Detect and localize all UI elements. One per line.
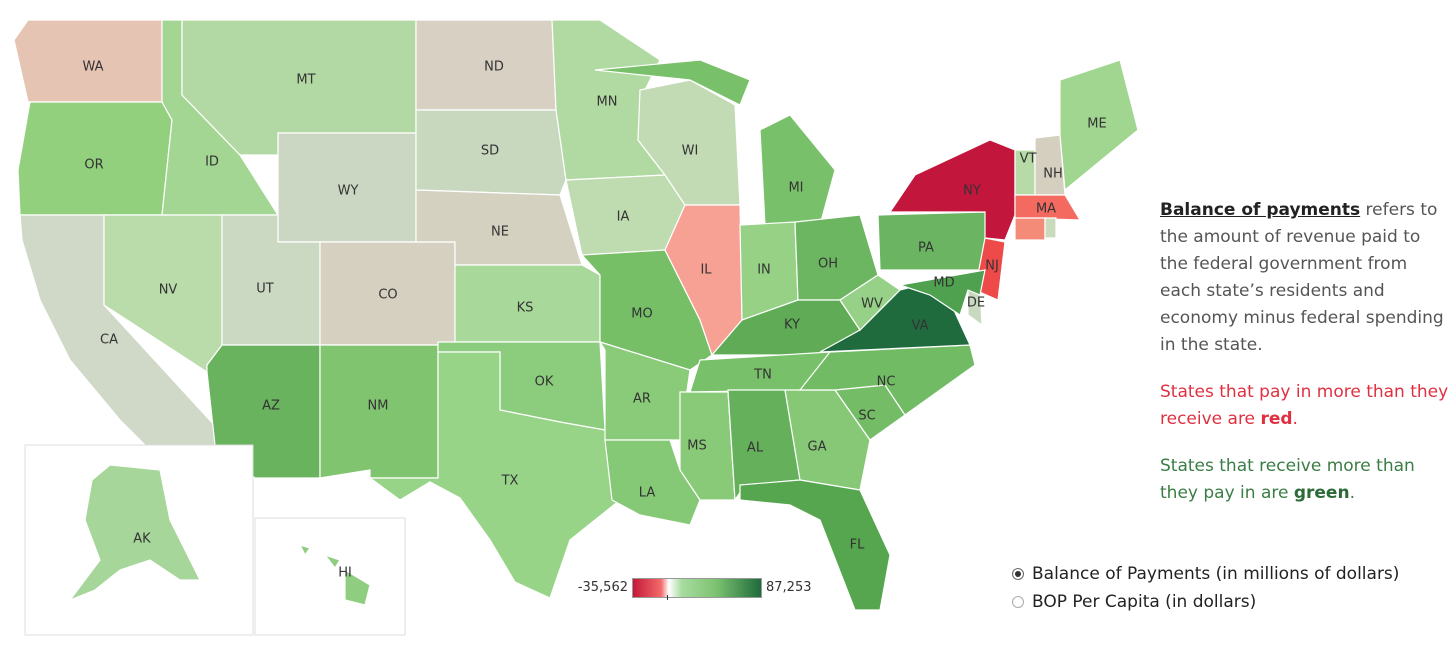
state-AK[interactable] <box>68 464 201 602</box>
state-OR[interactable] <box>17 101 173 216</box>
state-WA[interactable] <box>13 19 163 103</box>
legend-gradient-bar <box>632 578 762 598</box>
state-FL[interactable] <box>739 479 891 611</box>
green-period: . <box>1349 483 1355 503</box>
state-SD[interactable] <box>415 109 567 196</box>
state-NM[interactable] <box>319 344 439 479</box>
color-legend: -35,562 87,253 <box>556 576 824 602</box>
red-period: . <box>1292 409 1298 429</box>
state-MS[interactable] <box>679 391 736 501</box>
state-HI[interactable] <box>298 544 371 606</box>
metric-toggle: Balance of Payments (in millions of doll… <box>1012 560 1399 616</box>
legend-max-value: 87,253 <box>766 580 812 595</box>
definition-term: Balance of payments <box>1160 200 1361 220</box>
state-KS[interactable] <box>454 264 601 343</box>
state-VT[interactable] <box>1014 149 1036 196</box>
state-ND[interactable] <box>415 19 557 111</box>
hawaii-inset <box>254 517 406 636</box>
state-ME[interactable] <box>1059 59 1139 192</box>
state-RI[interactable] <box>1044 217 1057 239</box>
state-IA[interactable] <box>565 174 686 256</box>
legend-min-value: -35,562 <box>577 580 628 595</box>
state-TX[interactable] <box>368 351 621 599</box>
green-explanation-text: States that receive more than they pay i… <box>1160 456 1415 503</box>
state-PA[interactable] <box>877 211 993 271</box>
state-WY[interactable] <box>277 132 417 243</box>
red-explanation: States that pay in more than they receiv… <box>1160 379 1450 433</box>
us-choropleth-map: WAORCAIDNVMTWYUTAZCONMNDSDNEKSOKTXMNIAMO… <box>13 19 1139 636</box>
metric-option-balance[interactable]: Balance of Payments (in millions of doll… <box>1012 560 1399 588</box>
state-MD[interactable] <box>899 269 986 316</box>
definition-text: refers to the amount of revenue paid to … <box>1160 200 1444 355</box>
state-NC[interactable] <box>798 344 976 416</box>
states-layer <box>13 19 1139 611</box>
red-keyword: red <box>1260 409 1293 429</box>
state-CT[interactable] <box>1014 217 1046 241</box>
radio-unselected-icon[interactable] <box>1012 596 1024 608</box>
state-LA[interactable] <box>604 439 701 526</box>
definition-paragraph: Balance of payments refers to the amount… <box>1160 197 1450 359</box>
green-keyword: green <box>1293 483 1350 503</box>
red-explanation-text: States that pay in more than they receiv… <box>1160 382 1449 429</box>
radio-selected-icon[interactable] <box>1012 568 1024 580</box>
metric-option-label: BOP Per Capita (in dollars) <box>1032 592 1257 612</box>
state-MA[interactable] <box>1014 194 1082 221</box>
state-CO[interactable] <box>319 241 456 346</box>
metric-option-label: Balance of Payments (in millions of doll… <box>1032 564 1400 584</box>
description-panel: Balance of payments refers to the amount… <box>1160 197 1450 527</box>
legend-zero-tick <box>667 595 668 600</box>
metric-option-per-capita[interactable]: BOP Per Capita (in dollars) <box>1012 588 1399 616</box>
green-explanation: States that receive more than they pay i… <box>1160 453 1450 507</box>
state-WV[interactable] <box>839 274 901 331</box>
state-MI[interactable] <box>594 59 836 226</box>
